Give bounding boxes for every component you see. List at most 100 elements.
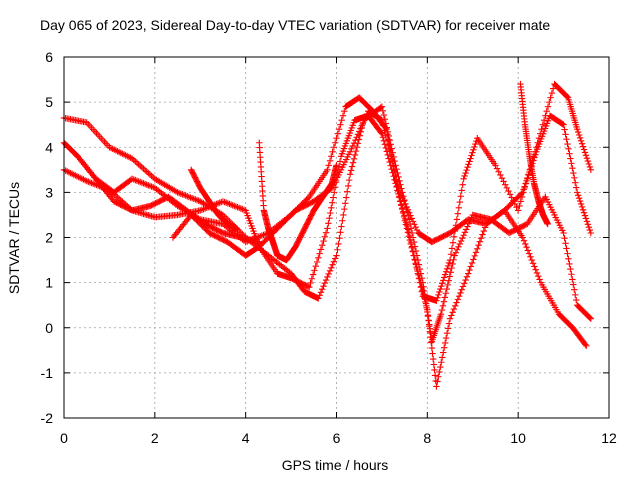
data-point [516, 202, 523, 210]
data-point [401, 217, 409, 224]
data-point [472, 249, 480, 256]
data-point [434, 378, 441, 385]
data-point [461, 172, 468, 180]
data-point [465, 220, 473, 227]
data-point [316, 250, 323, 257]
data-point [394, 178, 401, 186]
data-point [443, 330, 451, 337]
data-point [392, 173, 400, 181]
data-point [345, 176, 353, 184]
data-point [382, 132, 390, 139]
data-point [456, 198, 463, 206]
data-point [333, 252, 340, 259]
data-point [329, 199, 336, 206]
data-point [425, 317, 432, 324]
data-point [350, 139, 358, 147]
data-point [322, 276, 330, 284]
data-point [445, 320, 453, 327]
data-point [459, 181, 466, 188]
data-point [472, 140, 479, 148]
data-point [518, 190, 525, 197]
data-point [453, 299, 460, 306]
data-point [524, 174, 531, 182]
data-point [575, 131, 583, 139]
data-point [464, 223, 471, 230]
data-point [544, 220, 551, 228]
data-point [475, 242, 482, 249]
data-point [326, 267, 334, 275]
data-point [442, 290, 450, 297]
data-point [448, 245, 456, 252]
data-point [356, 128, 363, 135]
data-point [467, 155, 474, 162]
data-point [563, 135, 570, 143]
data-point [524, 247, 532, 254]
data-point [587, 166, 595, 174]
data-point [431, 366, 438, 374]
data-point [400, 197, 408, 205]
data-point [560, 121, 567, 128]
data-point [457, 289, 464, 297]
data-point [441, 294, 449, 301]
data-point [353, 134, 360, 141]
data-point [576, 197, 584, 205]
data-point [443, 265, 451, 272]
data-point [353, 144, 361, 151]
data-point [319, 242, 326, 249]
data-point [377, 104, 384, 111]
data-point [577, 200, 585, 208]
x-tick-label: 6 [333, 430, 341, 446]
data-point [380, 111, 388, 119]
data-point [408, 215, 415, 222]
data-point [503, 184, 511, 192]
data-point [580, 209, 588, 216]
data-point [429, 355, 437, 363]
data-point [385, 142, 392, 150]
data-point [409, 218, 417, 225]
data-point [540, 116, 548, 124]
data-point [349, 159, 357, 166]
y-tick-label: 2 [45, 230, 53, 246]
data-point [495, 168, 502, 175]
data-point [459, 234, 466, 242]
data-point [531, 263, 538, 270]
data-point [143, 168, 150, 175]
data-point [444, 325, 452, 332]
data-point [441, 344, 448, 351]
data-point [582, 215, 590, 222]
data-point [583, 155, 591, 162]
data-point [400, 213, 408, 221]
data-point [454, 296, 462, 303]
data-point [531, 154, 538, 161]
data-point [256, 238, 263, 246]
data-point [569, 276, 576, 283]
data-point [458, 286, 465, 293]
data-point [380, 122, 387, 129]
series-track-8 [187, 166, 240, 232]
data-point [315, 295, 322, 302]
data-point [568, 160, 575, 167]
data-point [433, 383, 440, 390]
data-point [426, 328, 434, 335]
data-point [428, 344, 436, 352]
data-point [517, 198, 524, 205]
data-point [535, 272, 542, 280]
y-tick-label: 6 [45, 49, 53, 65]
data-point [580, 146, 588, 153]
data-point [233, 225, 240, 232]
data-point [563, 245, 570, 252]
data-point [328, 204, 335, 212]
data-point [385, 136, 392, 143]
data-point [539, 121, 547, 128]
series-track-5 [74, 153, 263, 246]
data-point [578, 203, 586, 211]
data-point [351, 151, 359, 159]
series-track-6 [256, 139, 340, 264]
data-point [480, 227, 487, 235]
data-point [559, 120, 566, 128]
data-point [536, 276, 543, 283]
data-point [328, 153, 335, 160]
data-point [399, 194, 406, 202]
data-point [573, 296, 580, 304]
data-point [357, 125, 364, 132]
